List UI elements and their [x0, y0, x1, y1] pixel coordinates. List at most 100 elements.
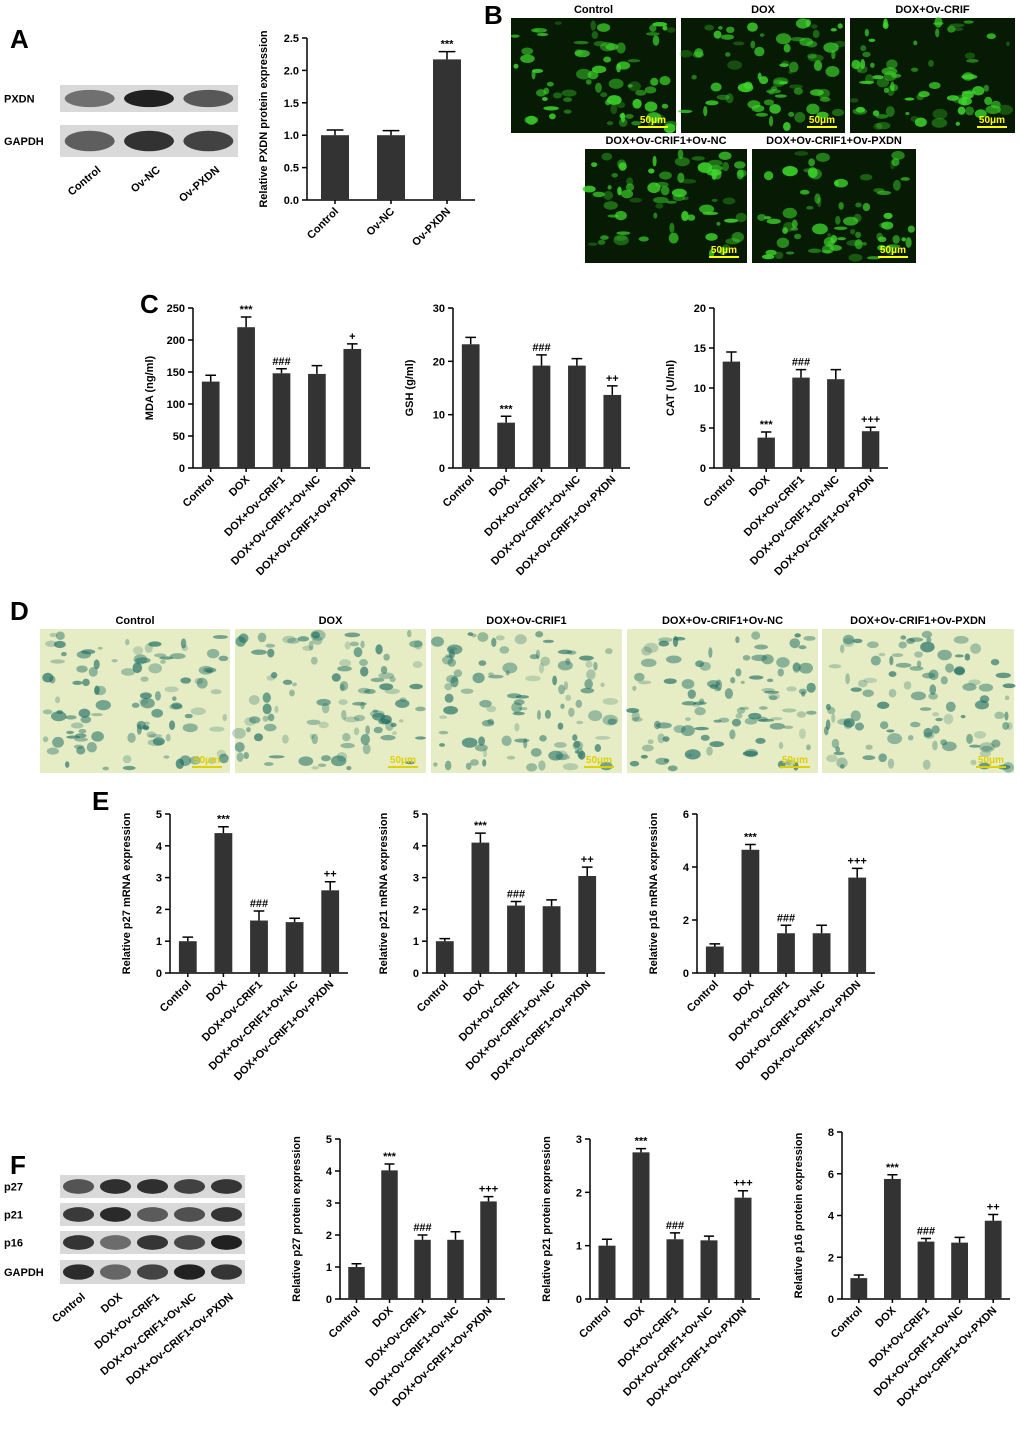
cell [854, 239, 863, 250]
significance-label: *** [760, 419, 774, 431]
cell [699, 661, 711, 671]
cell [877, 236, 887, 243]
bar [812, 933, 831, 973]
cell [274, 705, 279, 714]
cell [644, 101, 658, 112]
significance-label: +++ [848, 855, 867, 867]
cell [591, 162, 598, 168]
cell [614, 234, 628, 241]
cell [353, 727, 360, 736]
cell [470, 759, 479, 766]
cell [646, 112, 662, 123]
significance-label: *** [383, 1151, 397, 1163]
cell [883, 87, 889, 93]
cell [78, 729, 87, 734]
blot-band [136, 1235, 169, 1250]
cell [578, 750, 586, 760]
cell [984, 96, 993, 106]
bar [201, 381, 220, 468]
blot-band [62, 1235, 95, 1250]
cell [647, 739, 654, 744]
x-tick-label: Control [441, 474, 477, 510]
blot-band [62, 1179, 95, 1194]
cell [662, 736, 670, 742]
error-bar [887, 1174, 898, 1179]
error-bar [382, 129, 400, 136]
cell [666, 27, 676, 33]
cell [855, 202, 862, 208]
cell [979, 750, 991, 758]
cell [514, 722, 520, 732]
bar [435, 941, 454, 973]
cell [544, 709, 551, 719]
cell [218, 753, 229, 764]
cell [574, 750, 580, 754]
bar [741, 849, 760, 973]
cell [887, 85, 895, 97]
cell [369, 710, 385, 718]
cell [95, 700, 111, 711]
image-title: DOX+Ov-CRIF1+Ov-PXDN [766, 135, 902, 147]
cell [876, 77, 890, 88]
cell [886, 59, 898, 70]
cell [506, 755, 516, 760]
cell [694, 726, 709, 731]
cell [754, 46, 765, 57]
cell [321, 702, 330, 714]
cell [699, 204, 715, 214]
cell [360, 701, 365, 710]
cell [461, 737, 478, 748]
cell [611, 172, 618, 178]
cell [790, 227, 799, 231]
cell [575, 699, 583, 708]
cell [481, 719, 495, 727]
cell [487, 674, 504, 679]
cell [131, 702, 140, 708]
cell [687, 689, 696, 699]
y-axis-label: Relative p16 mRNA expression [648, 812, 660, 974]
error-bar [182, 936, 194, 942]
error-bar [450, 1231, 461, 1240]
y-tick-label: 0 [828, 1294, 834, 1306]
x-tick-label: DOX [370, 1304, 396, 1330]
cell [831, 738, 840, 749]
cell [785, 251, 795, 255]
cell [136, 723, 142, 735]
blot-band [124, 130, 174, 152]
y-axis-label: Relative p21 protein expression [541, 1136, 553, 1302]
cell [180, 677, 192, 684]
cell [139, 697, 149, 705]
cell [543, 106, 559, 111]
bar [497, 422, 515, 468]
cell [407, 629, 412, 638]
cell [513, 699, 525, 706]
cell [380, 714, 392, 725]
y-tick-label: 0.0 [284, 195, 299, 207]
y-axis-label: Relative p16 protein expression [793, 1132, 805, 1298]
y-tick-label: 0 [156, 968, 162, 980]
error-bar [326, 129, 344, 136]
cell [720, 34, 735, 40]
cell [779, 63, 789, 68]
bar [343, 348, 362, 468]
cell [799, 728, 806, 739]
cell [774, 251, 784, 260]
y-tick-label: 2.5 [284, 33, 299, 45]
cell [563, 97, 573, 102]
y-tick-label: 200 [167, 335, 185, 347]
cell [785, 759, 792, 766]
cell [501, 735, 512, 747]
error-bar [510, 900, 522, 906]
error-bar [475, 832, 486, 843]
cell [210, 689, 222, 695]
cell [783, 725, 794, 729]
cell [857, 679, 868, 688]
cell [143, 721, 150, 725]
cell [879, 721, 889, 730]
cell [412, 661, 423, 669]
y-tick-label: 4 [683, 862, 690, 874]
significance-label: *** [474, 820, 488, 832]
cell [1006, 722, 1013, 730]
cell [184, 713, 193, 719]
cell [311, 766, 320, 770]
